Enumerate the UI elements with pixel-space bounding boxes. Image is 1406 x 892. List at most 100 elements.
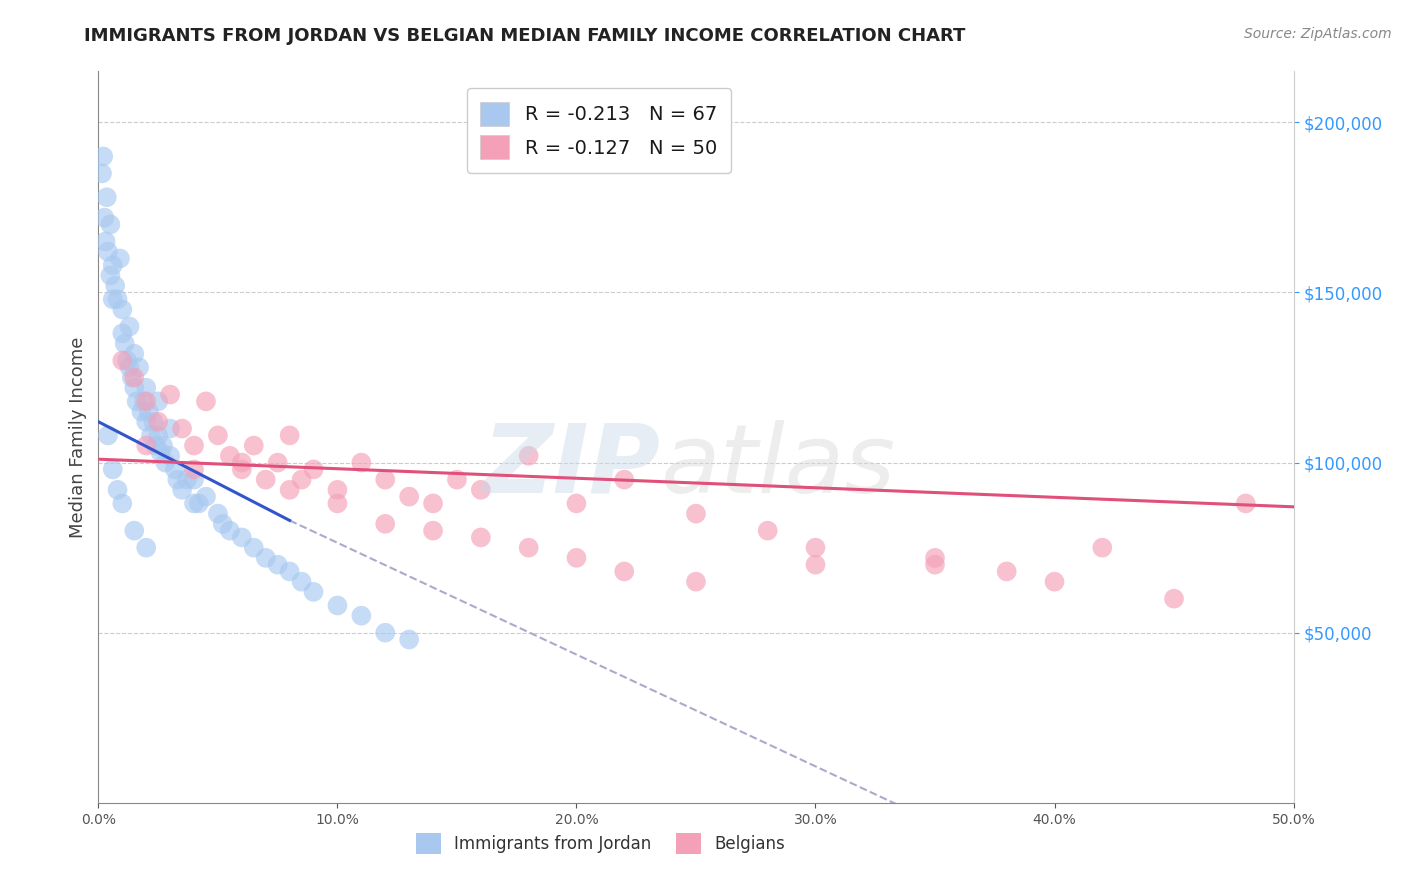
Point (446, 473, 468, 487)
Point (374, 473, 396, 487)
Point (565, 550, 588, 565)
Point (135, 394, 157, 409)
Y-axis label: Median Family Income: Median Family Income (69, 336, 87, 538)
Point (756, 524, 779, 538)
Point (176, 473, 198, 487)
Point (267, 456, 290, 470)
Point (111, 302, 134, 317)
Point (159, 421, 181, 435)
Text: Source: ZipAtlas.com: Source: ZipAtlas.com (1244, 27, 1392, 41)
Point (172, 483, 194, 497)
Point (517, 541, 540, 555)
Text: atlas: atlas (661, 420, 896, 513)
Point (159, 387, 181, 401)
Text: IMMIGRANTS FROM JORDAN VS BELGIAN MEDIAN FAMILY INCOME CORRELATION CHART: IMMIGRANTS FROM JORDAN VS BELGIAN MEDIAN… (84, 27, 966, 45)
Point (187, 496, 209, 510)
Point (613, 473, 636, 487)
Point (374, 516, 396, 531)
Point (1163, 591, 1185, 606)
Point (132, 394, 155, 409)
Point (804, 558, 827, 572)
Point (350, 456, 373, 470)
Point (804, 541, 827, 555)
Point (291, 574, 314, 589)
Point (350, 608, 373, 623)
Point (135, 381, 157, 395)
Point (149, 445, 172, 459)
Point (278, 483, 301, 497)
Point (685, 507, 707, 521)
Point (219, 524, 242, 538)
Point (326, 483, 349, 497)
Point (159, 449, 181, 463)
Point (291, 473, 314, 487)
Point (422, 524, 444, 538)
Point (124, 370, 146, 384)
Point (148, 415, 170, 429)
Point (91, 149, 114, 163)
Point (398, 490, 420, 504)
Point (115, 353, 138, 368)
Point (1234, 496, 1257, 510)
Point (131, 404, 153, 418)
Point (104, 278, 127, 293)
Point (1091, 541, 1114, 555)
Legend: Immigrants from Jordan, Belgians: Immigrants from Jordan, Belgians (409, 827, 792, 860)
Point (124, 347, 146, 361)
Point (108, 252, 131, 266)
Point (924, 550, 946, 565)
Point (470, 531, 492, 545)
Point (243, 541, 266, 555)
Point (207, 428, 229, 442)
Point (565, 496, 588, 510)
Point (195, 394, 218, 409)
Point (98, 268, 122, 283)
Point (135, 439, 157, 453)
Point (148, 394, 170, 409)
Point (278, 565, 301, 579)
Point (101, 293, 124, 307)
Point (124, 381, 146, 395)
Point (128, 360, 150, 375)
Point (924, 558, 946, 572)
Point (183, 496, 205, 510)
Point (172, 421, 194, 435)
Point (267, 558, 290, 572)
Point (231, 456, 253, 470)
Point (94, 235, 117, 249)
Point (231, 531, 253, 545)
Point (302, 462, 325, 476)
Point (138, 404, 160, 418)
Point (125, 394, 148, 409)
Point (96, 190, 118, 204)
Point (243, 439, 266, 453)
Point (97, 244, 120, 259)
Point (118, 319, 141, 334)
Point (207, 507, 229, 521)
Point (97, 428, 120, 442)
Point (142, 415, 165, 429)
Point (166, 473, 188, 487)
Point (107, 483, 129, 497)
Point (302, 585, 325, 599)
Point (326, 496, 349, 510)
Point (398, 632, 420, 647)
Point (231, 462, 253, 476)
Point (155, 456, 177, 470)
Point (613, 565, 636, 579)
Point (118, 360, 141, 375)
Point (254, 473, 277, 487)
Point (121, 370, 143, 384)
Point (183, 473, 205, 487)
Point (326, 599, 349, 613)
Point (685, 574, 707, 589)
Point (374, 625, 396, 640)
Point (148, 428, 170, 442)
Point (114, 336, 136, 351)
Point (254, 550, 277, 565)
Point (195, 490, 218, 504)
Point (111, 326, 134, 341)
Point (101, 258, 124, 272)
Point (111, 496, 134, 510)
Point (278, 428, 301, 442)
